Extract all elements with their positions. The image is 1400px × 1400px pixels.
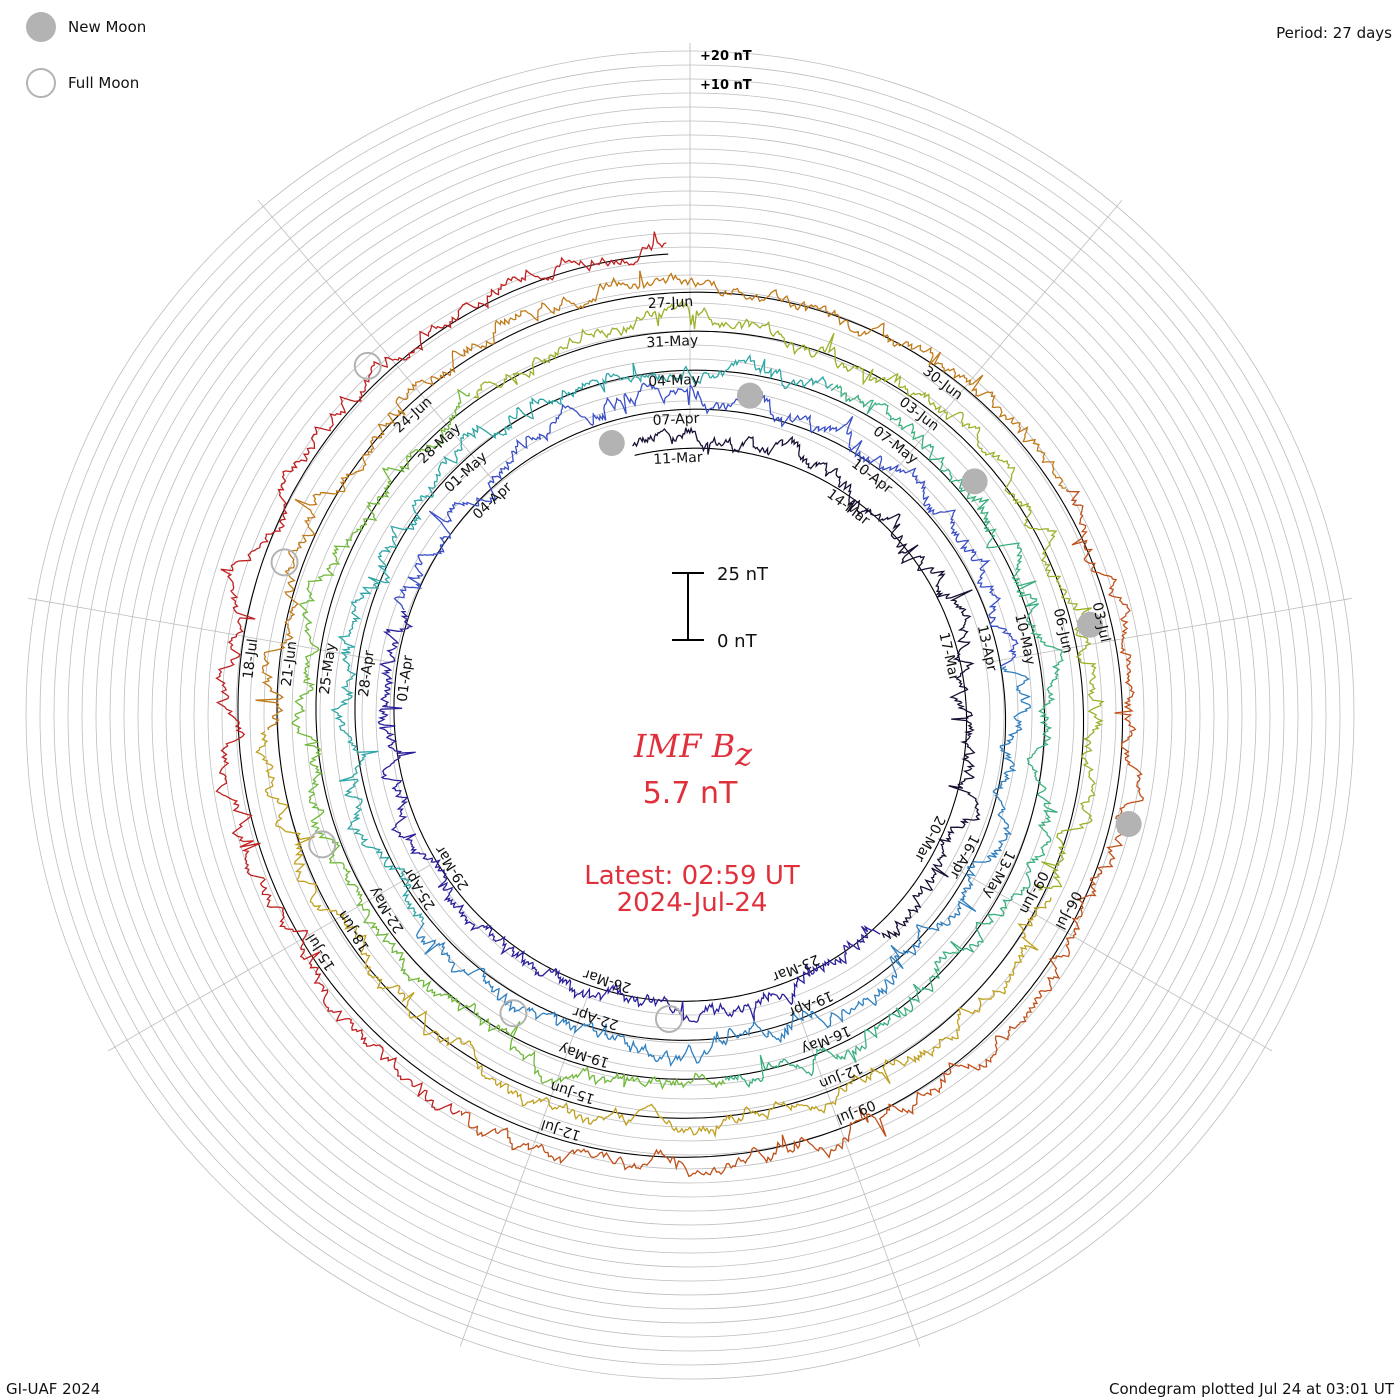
new-moon-icon (26, 12, 56, 42)
chart-title-main: IMF B (633, 727, 735, 765)
grid-spoke (257, 199, 498, 486)
date-tick-label: 28-Apr (356, 649, 378, 698)
date-tick-label: 21-Jun (279, 640, 301, 687)
grid-spokes (28, 43, 1352, 1347)
scale-top-label: 25 nT (717, 564, 769, 585)
date-tick-label: 18-Jul (240, 638, 261, 680)
date-tick-label: 11-Mar (653, 450, 703, 468)
grid-spoke (107, 864, 431, 1052)
zero-baseline (237, 253, 1124, 1158)
zero-baselines (237, 253, 1124, 1158)
chart-title: IMF Bz (633, 727, 753, 773)
moon-markers (270, 351, 1142, 1033)
date-tick-label: 01-Apr (395, 654, 417, 703)
bz-trace-segment (724, 383, 1064, 1089)
grid-spoke (949, 864, 1273, 1052)
date-tick-label: 23-Mar (770, 951, 822, 985)
grid-spoke (985, 597, 1352, 664)
legend-new-moon-label: New Moon (68, 18, 147, 36)
date-tick-label: 04-May (648, 372, 701, 390)
bz-trace-segment (330, 353, 834, 923)
bz-trace-segment (632, 426, 981, 940)
period-label: Period: 27 days (1276, 24, 1392, 42)
bz-trace-segment (215, 231, 667, 1115)
bz-trace-segment (255, 270, 1067, 731)
footer-credit: GI-UAF 2024 (6, 1380, 101, 1398)
chart-title-sub: z (734, 735, 753, 773)
current-value: 5.7 nT (643, 776, 738, 811)
date-tick-label: 25-May (317, 642, 339, 695)
date-tick-label: 12-Jul (539, 1116, 582, 1143)
full-moon-icon (26, 68, 56, 98)
grid-ring (305, 330, 1075, 1100)
new-moon-marker (736, 382, 763, 409)
full-moon-marker (353, 351, 382, 380)
amplitude-label-10: +10 nT (700, 78, 752, 93)
legend-new-moon: New Moon (26, 12, 146, 42)
new-moon-marker (961, 468, 988, 495)
date-tick-label: 16-May (799, 1022, 853, 1057)
bz-trace-segment (255, 730, 1052, 1139)
new-moon-marker (1115, 811, 1142, 838)
grid-ring (291, 316, 1089, 1114)
date-labels: 11-Mar14-Mar17-Mar20-Mar23-Mar26-Mar29-M… (240, 294, 1113, 1143)
new-moon-marker (1077, 611, 1104, 638)
bz-trace-segment (460, 489, 1145, 1178)
full-moon-marker (270, 548, 299, 577)
footer-plotted: Condegram plotted Jul 24 at 03:01 UT (1108, 1380, 1394, 1398)
date-tick-label: 13-Apr (974, 624, 1000, 673)
bz-trace-segment (377, 610, 881, 1023)
date-tick-label: 13-May (980, 848, 1018, 901)
grid-spoke (459, 996, 588, 1347)
scale-bottom-label: 0 nT (717, 631, 758, 652)
amplitude-label-20: +20 nT (700, 49, 752, 64)
bz-trace-segment (473, 300, 1105, 891)
full-moon-marker (654, 1004, 683, 1033)
date-tick-label: 10-May (1011, 612, 1038, 666)
bz-trace-segment (393, 382, 1019, 667)
date-tick-label: 18-Jun (335, 907, 373, 954)
latest-time: Latest: 02:59 UT (584, 861, 800, 891)
date-tick-label: 27-Jun (647, 294, 693, 312)
legend-full-moon-label: Full Moon (68, 74, 140, 92)
full-moon-marker (499, 999, 528, 1028)
scale-bar: 25 nT 0 nT (672, 564, 769, 652)
latest-date: 2024-Jul-24 (617, 888, 768, 918)
bz-traces (215, 231, 1145, 1178)
date-tick-label: 07-Apr (652, 411, 700, 429)
legend-full-moon: Full Moon (26, 68, 139, 98)
new-moon-marker (598, 430, 625, 457)
bz-trace-segment (291, 388, 726, 1090)
full-moon-marker (308, 830, 337, 859)
date-tick-label: 31-May (646, 333, 699, 351)
bz-trace-segment (416, 666, 1032, 1068)
grid-spoke (28, 597, 395, 664)
